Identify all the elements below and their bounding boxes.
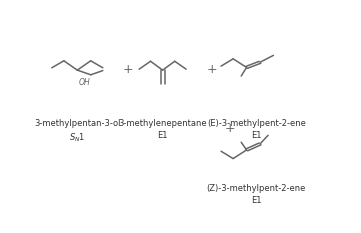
Text: 3-methylpentan-3-ol: 3-methylpentan-3-ol xyxy=(34,120,121,128)
Text: $S_N$1: $S_N$1 xyxy=(69,131,86,144)
Text: +: + xyxy=(122,63,133,76)
Text: 3-methylenepentane: 3-methylenepentane xyxy=(118,120,207,128)
Text: (E)-3-methylpent-2-ene: (E)-3-methylpent-2-ene xyxy=(207,120,306,128)
Text: +: + xyxy=(225,122,235,135)
Text: E1: E1 xyxy=(251,131,262,140)
Text: (Z)-3-methylpent-2-ene: (Z)-3-methylpent-2-ene xyxy=(206,184,306,193)
Text: E1: E1 xyxy=(157,131,168,140)
Text: OH: OH xyxy=(79,78,91,87)
Text: E1: E1 xyxy=(251,196,262,205)
Text: +: + xyxy=(206,63,217,76)
